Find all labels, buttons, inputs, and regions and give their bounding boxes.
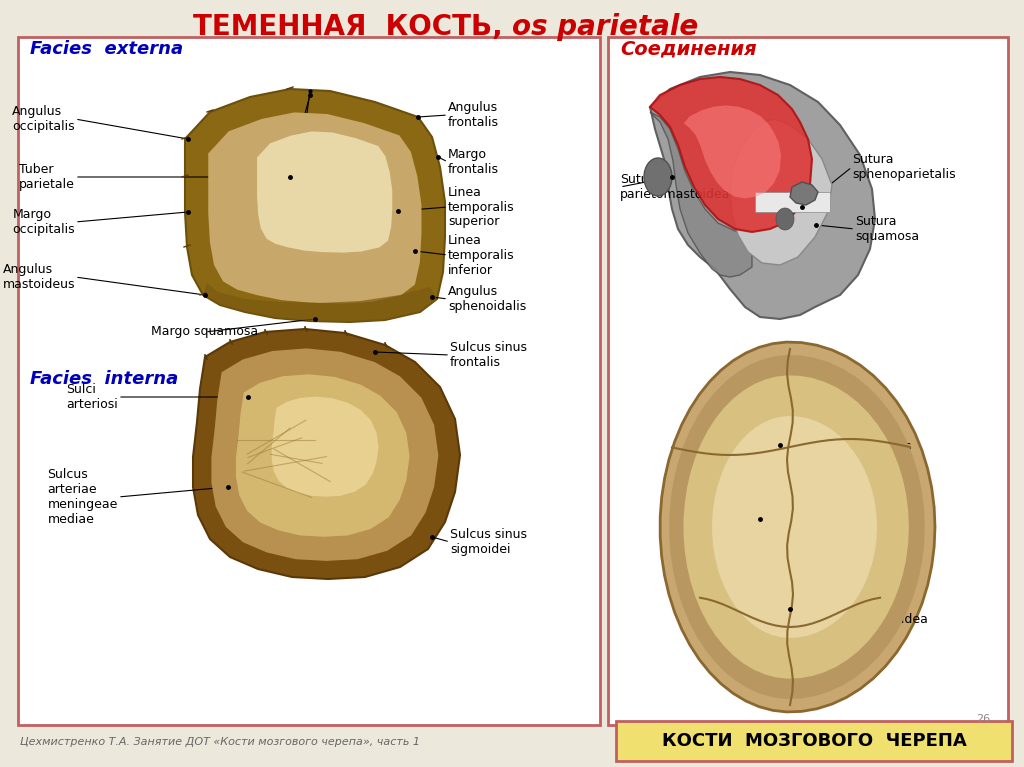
Ellipse shape [776, 208, 794, 230]
Polygon shape [650, 72, 874, 319]
Text: Sulcus sinus
sigmoidei: Sulcus sinus sigmoidei [450, 528, 527, 556]
Text: os parietale: os parietale [512, 13, 698, 41]
Text: Facies  externa: Facies externa [30, 40, 183, 58]
FancyBboxPatch shape [755, 192, 830, 212]
Text: КОСТИ  МОЗГОВОГО  ЧЕРЕПА: КОСТИ МОЗГОВОГО ЧЕРЕПА [662, 732, 967, 750]
Text: Margo
frontalis: Margo frontalis [449, 148, 499, 176]
Text: 26: 26 [976, 714, 990, 724]
Text: ТЕМЕННАЯ  КОСТЬ,: ТЕМЕННАЯ КОСТЬ, [193, 13, 512, 41]
Text: Sutura
lambdoidea: Sutura lambdoidea [855, 598, 929, 626]
Text: Linea
temporalis
inferior: Linea temporalis inferior [449, 233, 515, 276]
Polygon shape [208, 113, 422, 304]
Polygon shape [684, 105, 781, 199]
Ellipse shape [644, 158, 672, 196]
Text: Tuber
parietale: Tuber parietale [19, 163, 75, 191]
Text: Angulus
occipitalis: Angulus occipitalis [12, 105, 75, 133]
Text: Sutura
parietomastoidea: Sutura parietomastoidea [620, 173, 730, 201]
FancyBboxPatch shape [18, 37, 600, 725]
Polygon shape [790, 182, 818, 205]
Text: Sutura
sphenoparietalis: Sutura sphenoparietalis [852, 153, 955, 181]
Text: Angulus
frontalis: Angulus frontalis [449, 101, 499, 129]
Polygon shape [271, 397, 379, 496]
Text: Sulcus
arteriae
meningeae
mediae: Sulcus arteriae meningeae mediae [48, 468, 118, 526]
Polygon shape [650, 77, 812, 232]
Polygon shape [257, 131, 392, 252]
Polygon shape [712, 416, 877, 638]
Polygon shape [650, 112, 752, 277]
Polygon shape [185, 89, 445, 322]
Text: Angulus
mastoideus: Angulus mastoideus [2, 263, 75, 291]
Polygon shape [684, 375, 909, 679]
Text: Linea
temporalis
superior: Linea temporalis superior [449, 186, 515, 229]
FancyBboxPatch shape [608, 37, 1008, 725]
FancyBboxPatch shape [616, 721, 1012, 761]
Text: Цехмистренко Т.А. Занятие ДОТ «Кости мозгового черепа», часть 1: Цехмистренко Т.А. Занятие ДОТ «Кости моз… [20, 737, 420, 747]
Polygon shape [211, 348, 438, 561]
Text: Facies  interna: Facies interna [30, 370, 178, 388]
Polygon shape [660, 342, 935, 712]
Polygon shape [236, 374, 410, 537]
Polygon shape [670, 355, 925, 699]
Text: Sutura
sagittalis
superior: Sutura sagittalis superior [855, 498, 911, 541]
Text: Sulci
arteriosi: Sulci arteriosi [67, 383, 118, 411]
Polygon shape [193, 329, 460, 579]
Text: Margo squamosa: Margo squamosa [152, 325, 259, 338]
Text: Margo sagittalis: Margo sagittalis [210, 235, 310, 249]
Polygon shape [730, 119, 831, 265]
Text: Sutura
squamosa: Sutura squamosa [855, 215, 920, 243]
Text: Sulcus sinus
frontalis: Sulcus sinus frontalis [450, 341, 527, 369]
Text: Margo
occipitalis: Margo occipitalis [12, 208, 75, 236]
Text: Angulus
sphenoidalis: Angulus sphenoidalis [449, 285, 526, 313]
Text: Sutura
coronalis: Sutura coronalis [855, 425, 911, 453]
Polygon shape [203, 283, 437, 322]
Text: Margo sagittalis: Margo sagittalis [220, 235, 319, 249]
Text: Соединения: Соединения [620, 39, 757, 58]
